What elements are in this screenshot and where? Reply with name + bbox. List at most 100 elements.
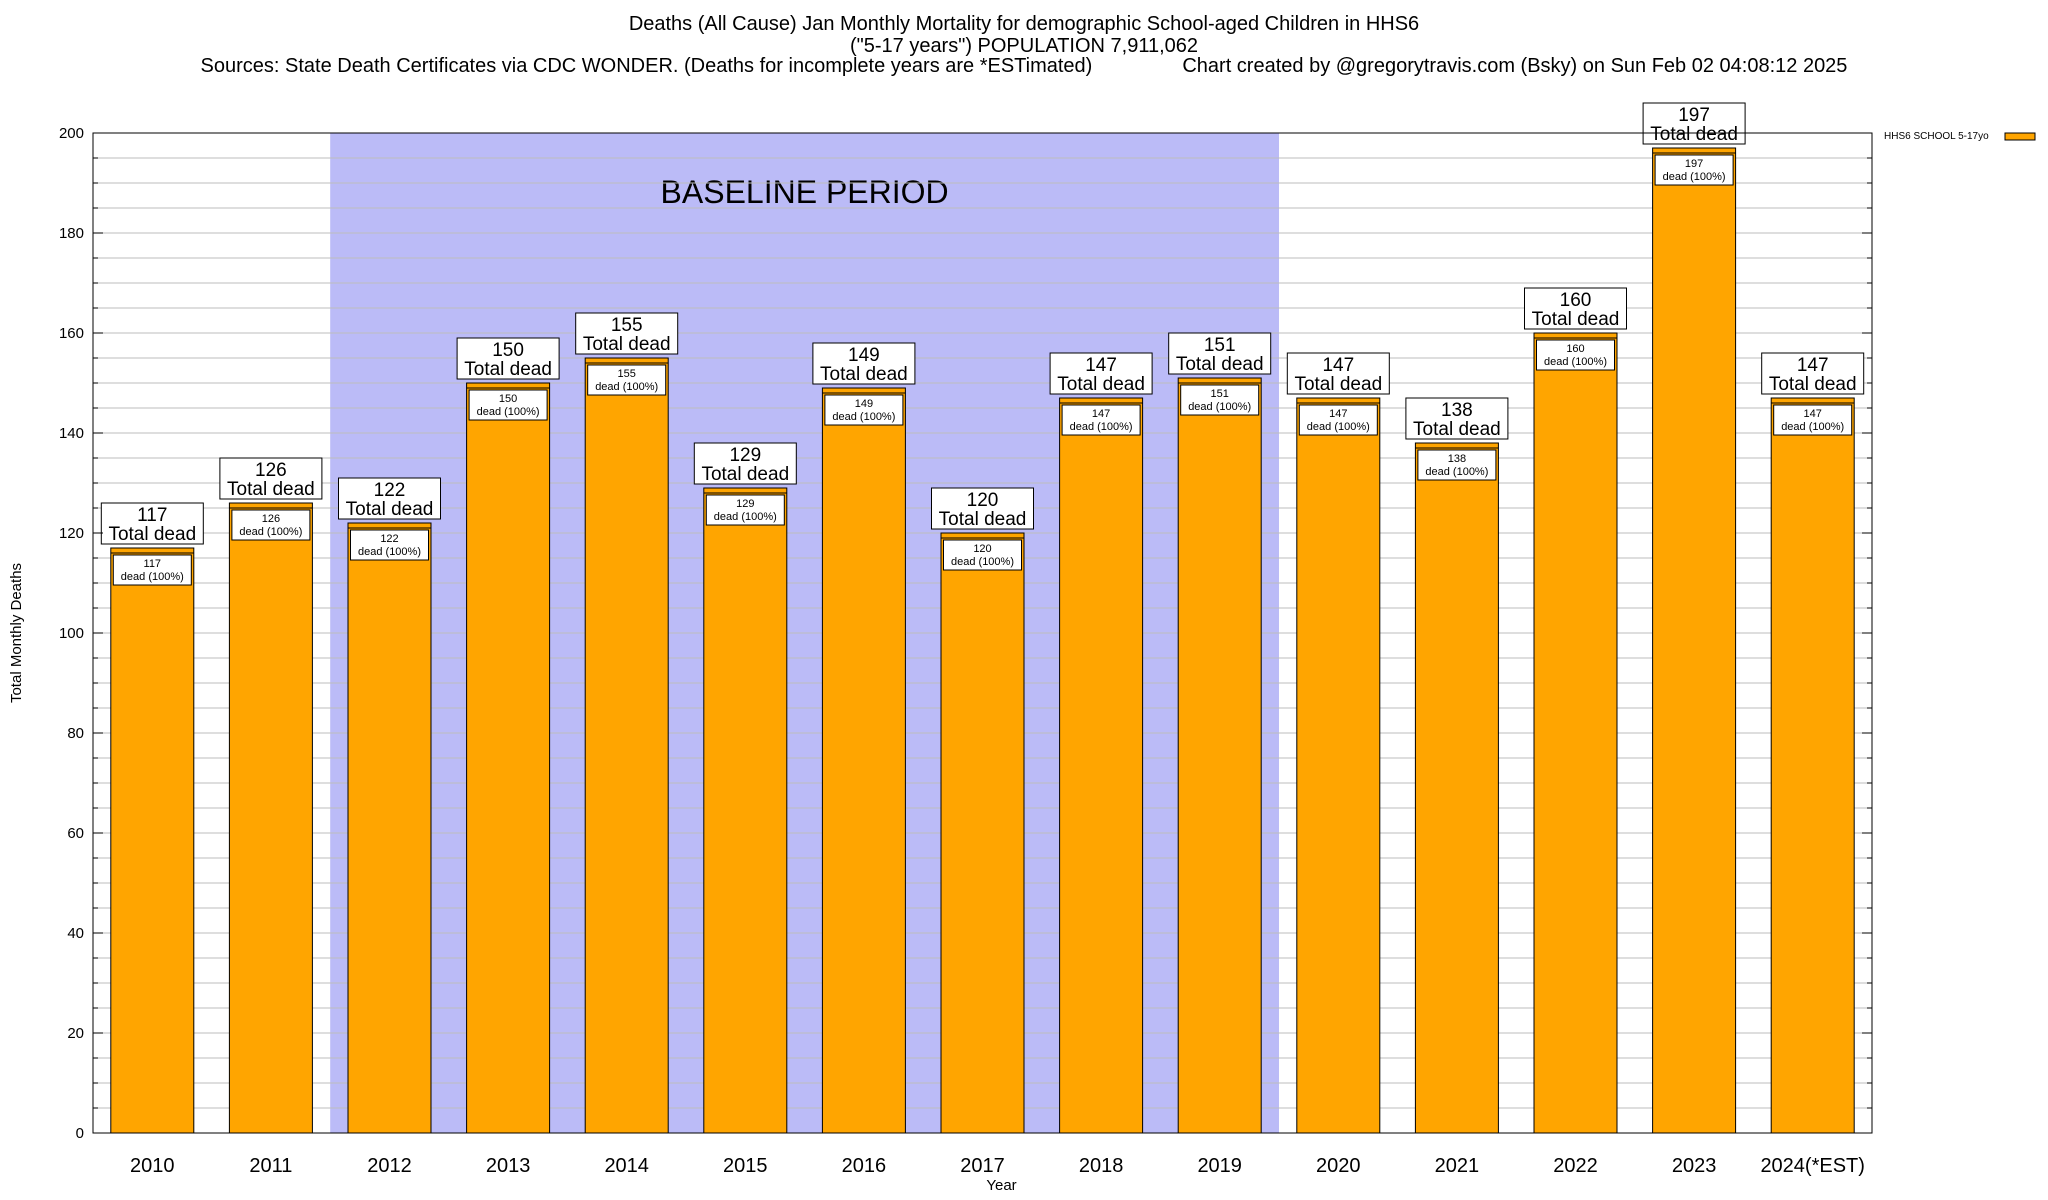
- bar-2021: [1414, 442, 1499, 1134]
- x-tick-label: 2015: [723, 1155, 768, 1177]
- inner-label-box: [350, 529, 429, 561]
- top-label-text: Total dead: [1176, 354, 1264, 375]
- inner-label-box: [112, 554, 192, 586]
- top-label-value: 122: [374, 480, 406, 501]
- bar-2024(*EST): [1770, 397, 1855, 1134]
- y-tick-label: 40: [67, 925, 84, 942]
- top-label-text: Total dead: [701, 464, 789, 485]
- top-label-text: Total dead: [939, 509, 1027, 530]
- bar-2010: [110, 547, 195, 1134]
- baseline-label: BASELINE PERIOD: [661, 174, 949, 210]
- inner-label-text: dead (100%): [1070, 421, 1133, 433]
- top-label-value: 138: [1441, 400, 1473, 421]
- inner-label-value: 160: [1566, 343, 1584, 355]
- top-label-box: [1049, 352, 1153, 395]
- bar-2018: [1059, 397, 1144, 1134]
- top-label-box: [931, 487, 1034, 530]
- y-tick-label: 20: [67, 1025, 84, 1042]
- top-label-value: 117: [137, 505, 167, 526]
- x-tick-label: 2014: [604, 1155, 649, 1177]
- x-tick-label: 2018: [1079, 1155, 1124, 1177]
- inner-label-value: 117: [144, 558, 162, 570]
- top-label-text: Total dead: [1650, 124, 1738, 145]
- bar-2023: [1652, 147, 1737, 1134]
- top-label-value: 160: [1560, 290, 1592, 311]
- top-label-box: [1405, 397, 1509, 440]
- top-label-text: Total dead: [820, 364, 908, 385]
- inner-label-text: dead (100%): [1307, 421, 1370, 433]
- top-label-box: [1524, 287, 1627, 330]
- chart-header-line: Sources: State Death Certificates via CD…: [0, 55, 2048, 78]
- inner-label-text: dead (100%): [832, 411, 895, 423]
- y-tick-label: 80: [67, 725, 84, 742]
- top-label-value: 126: [255, 460, 287, 481]
- y-tick-label: 60: [67, 825, 84, 842]
- top-label-value: 150: [492, 340, 524, 361]
- top-label-text: Total dead: [1294, 374, 1382, 395]
- bars-layer: [110, 147, 1855, 1134]
- top-label-text: Total dead: [583, 334, 671, 355]
- top-label-box: [1168, 332, 1272, 375]
- inner-label-text: dead (100%): [1188, 401, 1251, 413]
- x-tick-label: 2021: [1435, 1155, 1480, 1177]
- chart-sources: Sources: State Death Certificates via CD…: [200, 55, 1093, 77]
- inner-label-box: [1180, 384, 1260, 416]
- x-tick-label: 2016: [842, 1155, 887, 1177]
- top-label-box: [219, 457, 323, 500]
- legend-label: HHS6 SCHOOL 5-17yo: [1884, 131, 1989, 142]
- inner-label-value: 151: [1211, 388, 1229, 400]
- top-label-box: [812, 342, 916, 385]
- inner-label-text: dead (100%): [1544, 356, 1607, 368]
- inner-label-value: 155: [618, 368, 636, 380]
- x-tick-label: 2022: [1553, 1155, 1598, 1177]
- top-label-text: Total dead: [1532, 309, 1620, 330]
- top-label-value: 147: [1797, 355, 1829, 376]
- inner-label-value: 120: [973, 543, 991, 555]
- inner-label-box: [943, 539, 1022, 571]
- inner-label-box: [231, 509, 311, 541]
- inner-label-value: 197: [1685, 158, 1703, 170]
- top-label-box: [1761, 352, 1865, 395]
- y-tick-label: 140: [59, 425, 84, 442]
- inner-label-text: dead (100%): [239, 526, 302, 538]
- chart-title: Deaths (All Cause) Jan Monthly Mortality…: [628, 13, 1420, 35]
- top-label-text: Total dead: [108, 524, 196, 545]
- bar-2020: [1296, 397, 1381, 1134]
- top-label-box: [575, 312, 679, 355]
- inner-label-box: [1773, 404, 1853, 436]
- inner-label-box: [468, 389, 548, 421]
- top-label-box: [1286, 352, 1390, 395]
- inner-label-value: 126: [262, 513, 280, 525]
- bar-2022: [1533, 332, 1618, 1134]
- y-tick-label: 120: [59, 525, 84, 542]
- inner-label-value: 122: [380, 533, 398, 545]
- top-label-text: Total dead: [464, 359, 552, 380]
- bar-2011: [228, 502, 313, 1134]
- chart-credit: Chart created by @gregorytravis.com (Bsk…: [1182, 55, 1848, 77]
- x-axis-label: Year: [986, 1177, 1016, 1194]
- x-tick-label: 2024(*EST): [1760, 1155, 1865, 1177]
- inner-label-value: 129: [736, 498, 754, 510]
- bar-2015: [703, 487, 788, 1134]
- x-tick-label: 2019: [1197, 1155, 1242, 1177]
- inner-label-value: 147: [1804, 408, 1822, 420]
- inner-label-box: [1417, 449, 1497, 481]
- x-tick-label: 2012: [367, 1155, 412, 1177]
- inner-label-text: dead (100%): [595, 381, 658, 393]
- legend-swatch: [2004, 132, 2036, 141]
- x-tick-label: 2010: [130, 1155, 175, 1177]
- bar-2013: [466, 382, 551, 1134]
- inner-label-value: 150: [499, 393, 517, 405]
- top-label-text: Total dead: [1413, 419, 1501, 440]
- x-tick-label: 2017: [960, 1155, 1005, 1177]
- inner-label-text: dead (100%): [1663, 171, 1726, 183]
- x-tick-label: 2013: [486, 1155, 531, 1177]
- top-label-text: Total dead: [227, 479, 315, 500]
- top-label-box: [100, 502, 204, 545]
- top-label-value: 151: [1204, 335, 1236, 356]
- top-label-value: 149: [848, 345, 880, 366]
- inner-label-value: 147: [1329, 408, 1347, 420]
- inner-label-box: [705, 494, 785, 526]
- inner-label-box: [1061, 404, 1141, 436]
